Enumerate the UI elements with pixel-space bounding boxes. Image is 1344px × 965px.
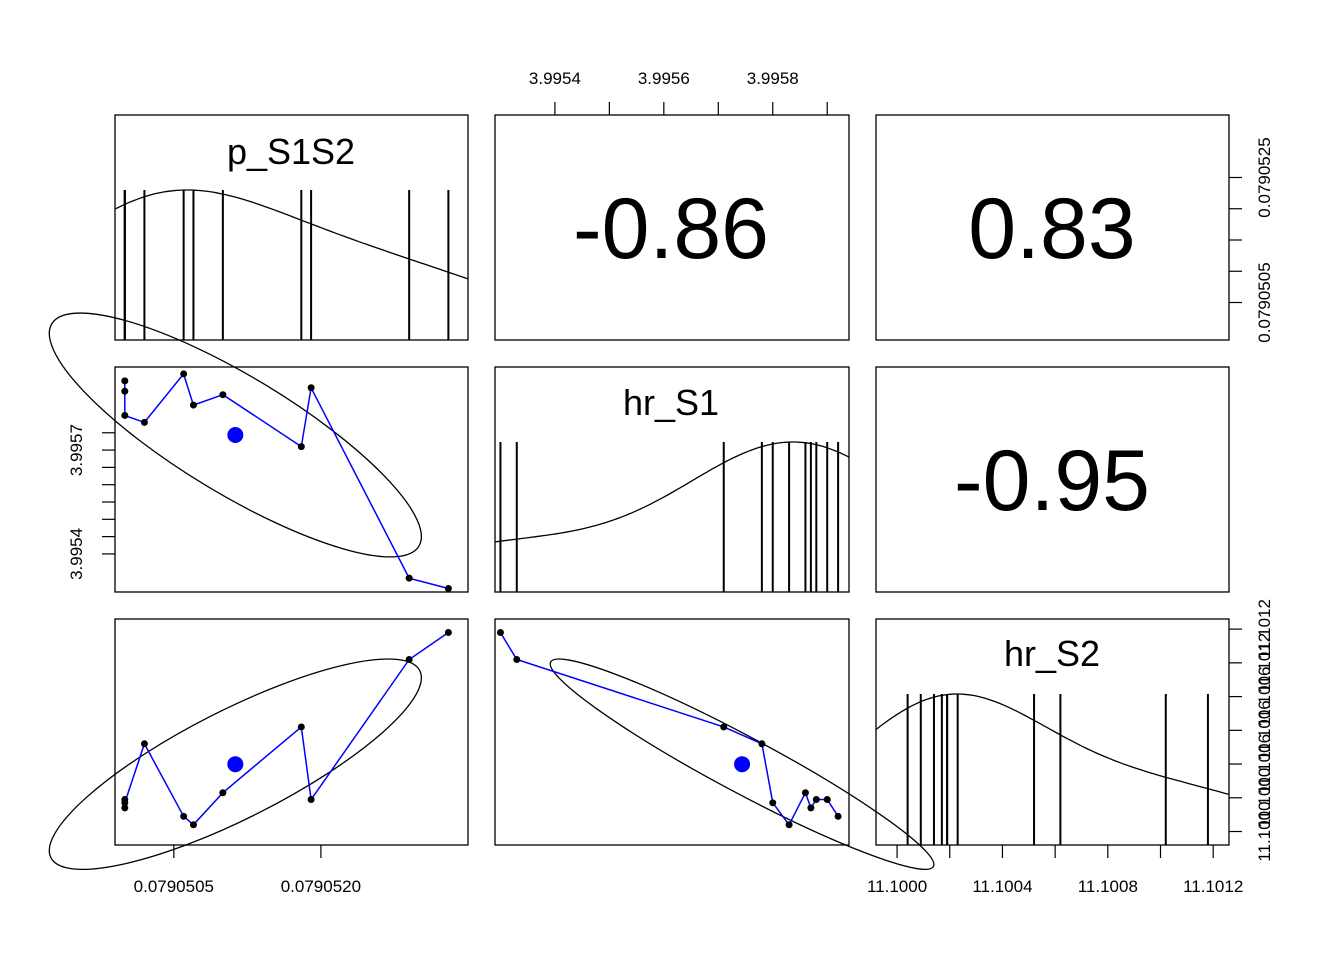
tick-label-right-hr_S2-3: 11.1006: [1255, 700, 1274, 760]
point-p_S1S2-hr_S2-5: [189, 821, 197, 829]
var-label-hr_S1: hr_S1: [623, 382, 719, 423]
point-p_S1S2-hr_S2-1: [121, 804, 129, 812]
panel-frame-0-1: [494, 114, 850, 341]
point-p_S1S2-hr_S1-3: [140, 418, 148, 426]
panel-frame-2-0: [114, 618, 469, 846]
point-p_S1S2-hr_S1-2: [121, 411, 129, 419]
tick-label-right-hr_S2-6: 11.1012: [1255, 599, 1274, 659]
point-p_S1S2-hr_S2-3: [140, 740, 148, 748]
density-curve-p_S1S2: [114, 189, 469, 280]
labels-layer: p_S1S2 hr_S1 hr_S2 -0.86 0.83 -0.95: [227, 131, 1150, 674]
density-curve-hr_S2: [875, 693, 1230, 796]
point-p_S1S2-hr_S1-7: [297, 443, 305, 451]
point-p_S1S2-hr_S1-8: [307, 384, 315, 392]
point-p_S1S2-hr_S1-4: [180, 370, 188, 378]
panel-frame-0-0: [114, 114, 469, 341]
var-label-p_S1S2: p_S1S2: [227, 131, 355, 172]
ellipse-hr_S1-hr_S2: [549, 658, 935, 871]
point-p_S1S2-hr_S2-6: [219, 789, 227, 797]
panels-layer: 0.0790505 0.0790520 11.1000 11.1004 11.1008 1…: [48, 69, 1274, 896]
point-p_S1S2-hr_S2-9: [405, 655, 413, 663]
tick-label-left-hr_S1-0: 3.9954: [67, 528, 86, 580]
point-p_S1S2-hr_S1-0: [121, 377, 129, 385]
tick-label-bottom-p_S1S2-0: 0.0790505: [134, 877, 214, 896]
panel-frame-1-2: [875, 366, 1230, 593]
point-p_S1S2-hr_S2-8: [307, 795, 315, 803]
tick-label-left-hr_S1-6: 3.9957: [67, 424, 86, 476]
point-hr_S1-hr_S2-1: [807, 804, 815, 812]
tick-label-right-p_S1S2-0: 0.0790505: [1255, 262, 1274, 342]
ellipse-p_S1S2-hr_S2: [48, 658, 423, 871]
panel-frame-1-0: [114, 366, 469, 593]
tick-label-bottom-hr_S2-0: 11.1000: [867, 877, 927, 896]
point-hr_S1-hr_S2-2: [769, 799, 777, 807]
tick-label-right-hr_S2-1: 11.1000: [1255, 768, 1274, 828]
tick-label-bottom-hr_S2-4: 11.1008: [1078, 877, 1138, 896]
tick-label-top-hr_S1-4: 3.9958: [747, 69, 799, 88]
point-p_S1S2-hr_S2-7: [297, 723, 305, 731]
tick-label-right-p_S1S2-4: 0.0790525: [1255, 137, 1274, 217]
ellipse-p_S1S2-hr_S1: [48, 312, 423, 558]
tick-label-bottom-hr_S2-6: 11.1012: [1183, 877, 1243, 896]
point-p_S1S2-hr_S1-1: [121, 387, 129, 395]
corr-value-hr_S1-hr_S2: -0.95: [954, 433, 1150, 529]
tick-label-right-hr_S2-5: 11.1012: [1255, 633, 1274, 693]
corr-value-p_S1S2-hr_S2: 0.83: [968, 181, 1135, 277]
tick-label-right-hr_S2-4: 11.1006: [1255, 666, 1274, 726]
panel-frame-2-1: [494, 618, 850, 846]
tick-label-bottom-hr_S2-2: 11.1004: [972, 877, 1032, 896]
point-hr_S1-hr_S2-3: [758, 740, 766, 748]
point-hr_S1-hr_S2-8: [812, 795, 820, 803]
var-label-hr_S2: hr_S2: [1004, 633, 1100, 674]
panel-frame-1-1: [494, 366, 850, 593]
center-point-p_S1S2-hr_S2: [227, 756, 244, 773]
point-hr_S1-hr_S2-4: [834, 812, 842, 820]
point-p_S1S2-hr_S1-5: [189, 401, 197, 409]
density-curve-hr_S1: [494, 441, 850, 543]
panel-frame-2-2: [875, 618, 1230, 846]
point-hr_S1-hr_S2-0: [823, 795, 831, 803]
tick-label-right-hr_S2-2: 11.1006: [1255, 734, 1274, 794]
point-p_S1S2-hr_S1-10: [444, 585, 452, 593]
point-hr_S1-hr_S2-5: [785, 821, 793, 829]
tick-label-top-hr_S1-2: 3.9956: [638, 69, 690, 88]
center-point-p_S1S2-hr_S1: [227, 426, 244, 443]
tick-label-top-hr_S1-0: 3.9954: [529, 69, 581, 88]
point-hr_S1-hr_S2-9: [513, 655, 521, 663]
point-p_S1S2-hr_S2-4: [180, 812, 188, 820]
point-hr_S1-hr_S2-10: [496, 628, 504, 636]
tick-label-right-hr_S2-0: 11.1000: [1255, 801, 1274, 861]
center-point-hr_S1-hr_S2: [734, 756, 751, 773]
point-p_S1S2-hr_S2-2: [121, 799, 129, 807]
tick-label-bottom-p_S1S2-1: 0.0790520: [281, 877, 361, 896]
corr-value-p_S1S2-hr_S1: -0.86: [573, 181, 769, 277]
point-hr_S1-hr_S2-6: [801, 789, 809, 797]
point-p_S1S2-hr_S1-9: [405, 574, 413, 582]
point-p_S1S2-hr_S2-10: [444, 628, 452, 636]
panel-frame-0-2: [875, 114, 1230, 341]
smooth-line-p_S1S2-hr_S2: [124, 631, 449, 826]
point-p_S1S2-hr_S1-6: [219, 391, 227, 399]
point-hr_S1-hr_S2-7: [720, 723, 728, 731]
